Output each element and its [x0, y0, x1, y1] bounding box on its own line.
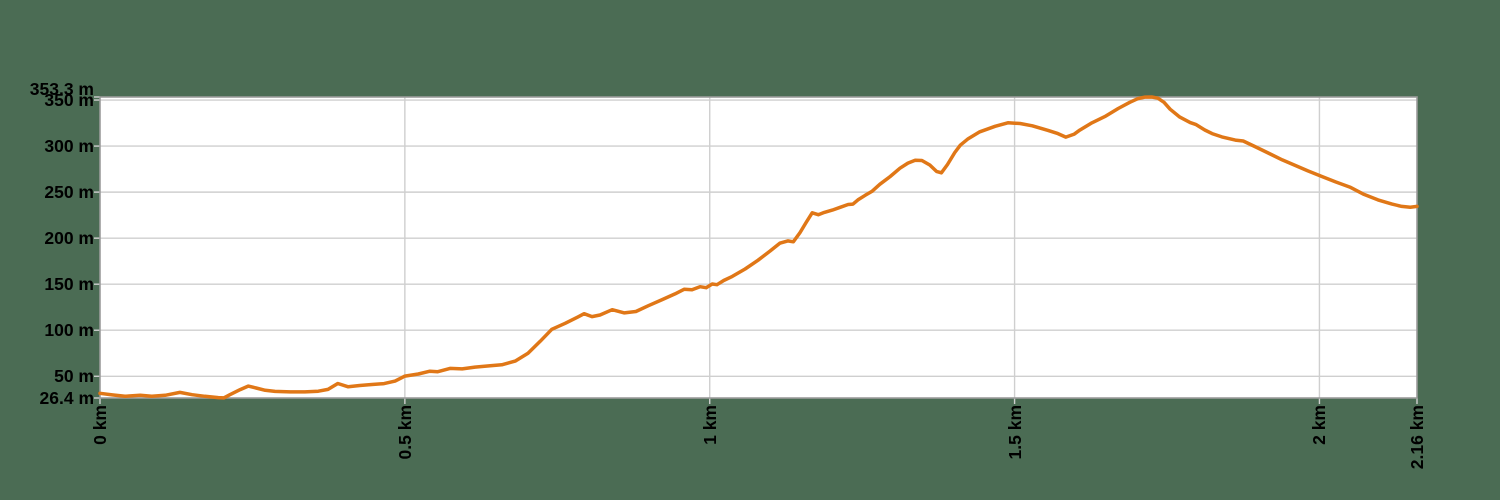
y-axis-tick-label: 300 m	[44, 136, 94, 157]
y-axis-tick-label: 353.3 m	[29, 79, 94, 99]
x-axis-tick-label: 0 km	[90, 405, 110, 445]
plot-border	[99, 96, 1418, 399]
y-axis-tick-label: 250 m	[44, 182, 94, 203]
y-axis-tick-label: 50 m	[54, 366, 94, 387]
y-axis-tick-label: 200 m	[44, 228, 94, 249]
y-axis-tick-label: 350 m	[44, 90, 94, 111]
x-axis-tick-label: 1 km	[699, 405, 720, 445]
y-axis-tick-label: 26.4 m	[39, 388, 94, 408]
y-axis-tick-label: 150 m	[44, 274, 94, 295]
x-axis-tick-label: 0.5 km	[394, 405, 415, 460]
elevation-line	[98, 95, 1419, 400]
x-axis-tick-label: 1.5 km	[1004, 405, 1025, 460]
x-axis-tick-label: 2 km	[1309, 405, 1330, 445]
x-axis-tick-label: 2.16 km	[1407, 405, 1427, 470]
y-axis-tick-label: 100 m	[44, 320, 94, 341]
plot-area	[100, 97, 1417, 398]
